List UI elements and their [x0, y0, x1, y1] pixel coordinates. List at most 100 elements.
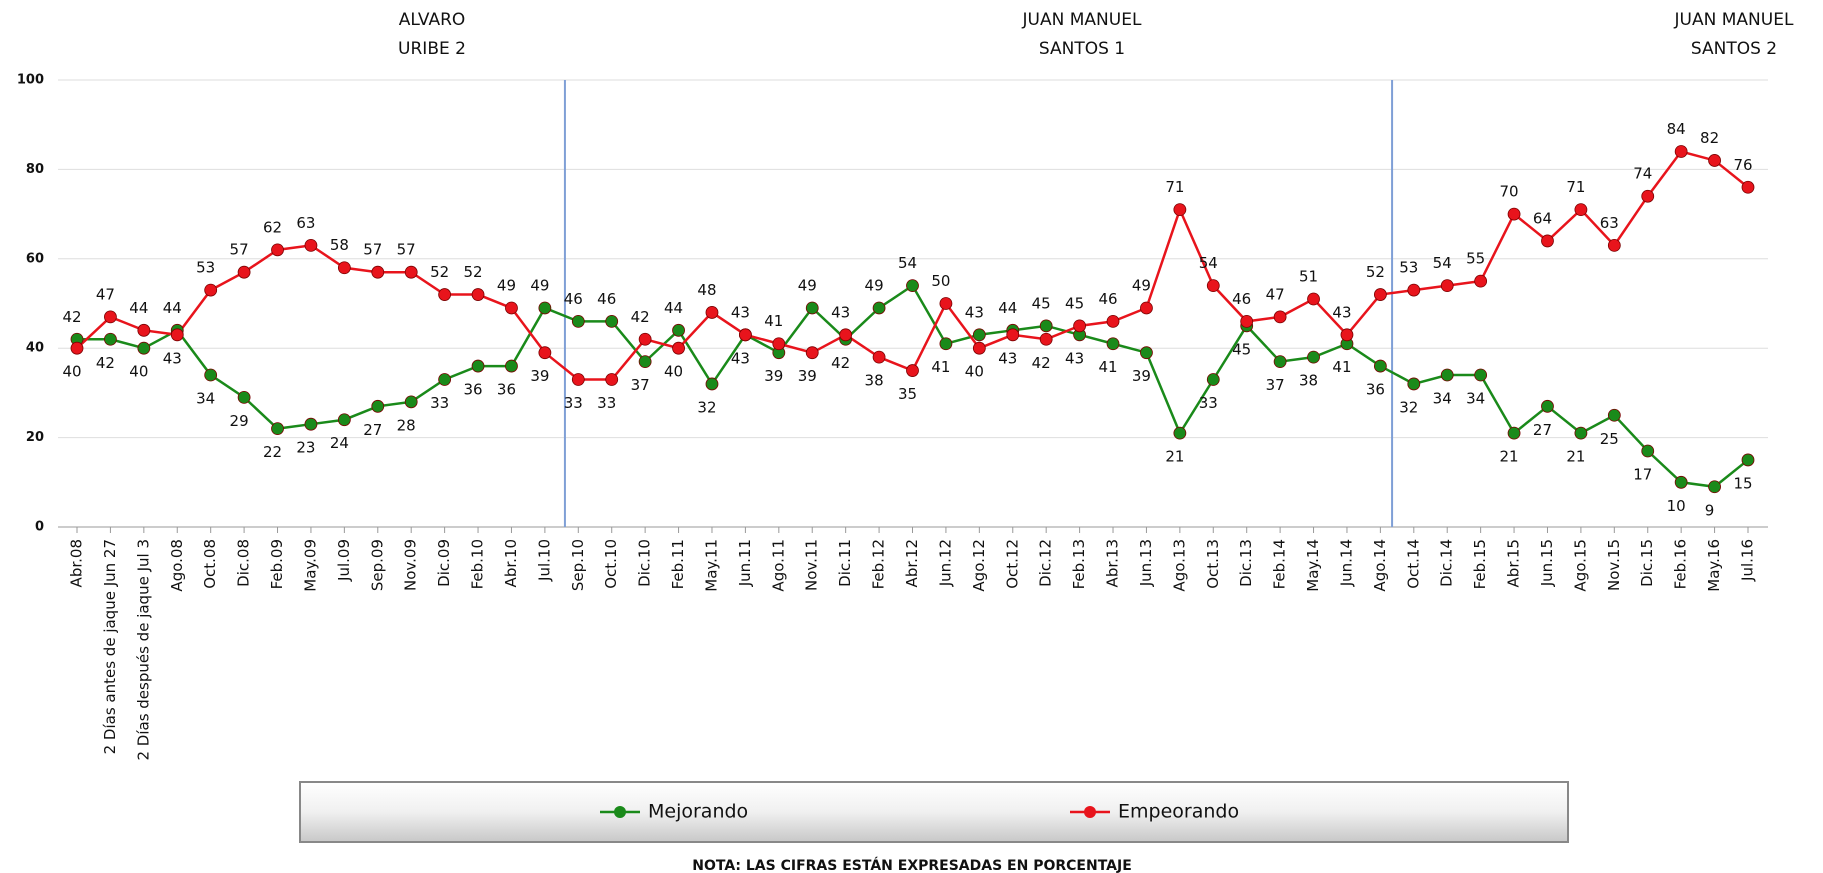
x-tick-label: Jun.15: [1538, 539, 1556, 587]
x-tick-label: Ago.11: [769, 539, 787, 592]
legend-label: Empeorando: [1118, 801, 1239, 823]
x-tick-label: Oct.10: [602, 539, 620, 589]
x-tick-label: Feb.16: [1672, 539, 1690, 589]
legend-box: [299, 781, 1569, 843]
data-point: [1206, 373, 1220, 386]
data-label: 52: [463, 263, 482, 281]
data-point: [906, 279, 919, 293]
data-point: [1373, 288, 1387, 301]
x-tick-label: Feb.10: [469, 539, 487, 589]
data-point: [1206, 279, 1220, 293]
data-point: [1474, 274, 1488, 288]
data-point: [1106, 337, 1120, 351]
data-point: [1607, 408, 1621, 422]
data-point: [1273, 310, 1287, 324]
data-label: 57: [230, 241, 249, 259]
data-point: [1073, 319, 1086, 333]
data-point: [271, 422, 284, 436]
x-tick-label: Oct.14: [1404, 539, 1422, 589]
data-label: 57: [397, 241, 416, 259]
x-tick-label: 2 Días después de jaque Jul 3: [134, 539, 152, 761]
x-tick-label: Abr.15: [1505, 539, 1523, 587]
period-label: URIBE 2: [398, 39, 466, 59]
y-tick-label: 60: [26, 251, 44, 266]
data-label: 9: [1705, 501, 1715, 519]
data-point: [638, 332, 652, 346]
data-label: 24: [330, 434, 349, 452]
data-label: 39: [798, 367, 817, 385]
data-label: 21: [1500, 448, 1519, 466]
period-label: JUAN MANUEL: [1022, 10, 1142, 30]
data-point: [538, 346, 552, 360]
data-point: [1541, 234, 1554, 248]
data-point: [371, 399, 385, 413]
data-point: [1340, 328, 1354, 342]
data-label: 43: [998, 349, 1017, 367]
data-label: 33: [597, 394, 616, 412]
data-point: [739, 328, 752, 342]
data-label: 33: [564, 394, 583, 412]
data-point: [1641, 189, 1655, 203]
data-point: [1574, 426, 1588, 440]
data-label: 43: [831, 303, 850, 321]
data-point: [70, 341, 84, 355]
period-label: ALVARO: [399, 10, 466, 30]
data-point: [304, 238, 318, 252]
data-point: [237, 390, 251, 404]
data-point: [404, 395, 418, 409]
data-point: [404, 265, 418, 279]
period-label: SANTOS 2: [1691, 39, 1777, 59]
data-point: [1140, 301, 1153, 315]
data-label: 44: [664, 299, 683, 317]
data-label: 41: [1098, 358, 1117, 376]
data-point: [1307, 350, 1320, 364]
x-tick-label: Jul.09: [335, 539, 353, 582]
data-point: [271, 243, 284, 257]
data-label: 84: [1667, 120, 1686, 138]
data-point: [1039, 332, 1053, 346]
x-tick-label: 2 Días antes de jaque Jun 27: [101, 539, 119, 754]
data-label: 53: [196, 259, 215, 277]
x-tick-label: Dic.08: [235, 539, 253, 587]
data-label: 32: [1399, 398, 1418, 416]
data-label: 49: [497, 276, 516, 294]
x-tick-label: Dic.10: [636, 539, 654, 587]
data-label: 47: [1266, 285, 1285, 303]
data-label: 82: [1700, 129, 1719, 147]
data-label: 40: [664, 363, 683, 381]
x-tick-label: Jul.10: [535, 539, 553, 582]
x-tick-label: May.11: [702, 539, 720, 592]
data-label: 39: [1132, 367, 1151, 385]
x-tick-label: Abr.13: [1104, 539, 1122, 587]
data-point: [638, 355, 652, 369]
x-tick-label: Ago.08: [168, 539, 186, 592]
data-point: [1106, 314, 1120, 328]
data-point: [1507, 207, 1521, 221]
data-point: [438, 373, 452, 386]
data-label: 42: [631, 308, 650, 326]
x-tick-label: Dic.12: [1037, 539, 1055, 587]
data-label: 54: [898, 254, 917, 272]
x-tick-label: Feb.11: [669, 539, 687, 589]
x-tick-label: Ago.12: [970, 539, 988, 592]
data-point: [1006, 328, 1020, 342]
data-label: 36: [1366, 381, 1385, 399]
x-tick-label: Dic.14: [1438, 539, 1456, 587]
data-label: 42: [96, 354, 115, 372]
data-label: 39: [530, 367, 549, 385]
data-label: 17: [1633, 466, 1652, 484]
data-label: 57: [363, 241, 382, 259]
x-tick-label: May.14: [1304, 539, 1322, 592]
data-point: [1307, 292, 1320, 306]
data-label: 45: [1232, 340, 1251, 358]
data-point: [204, 283, 218, 297]
data-label: 23: [296, 439, 315, 457]
data-point: [1373, 359, 1387, 373]
x-tick-label: Feb.09: [268, 539, 286, 589]
data-point: [1674, 145, 1688, 158]
data-label: 32: [697, 398, 716, 416]
data-point: [1240, 314, 1254, 328]
data-label: 40: [965, 363, 984, 381]
x-tick-label: Ago.14: [1371, 539, 1389, 592]
data-label: 22: [263, 443, 282, 461]
